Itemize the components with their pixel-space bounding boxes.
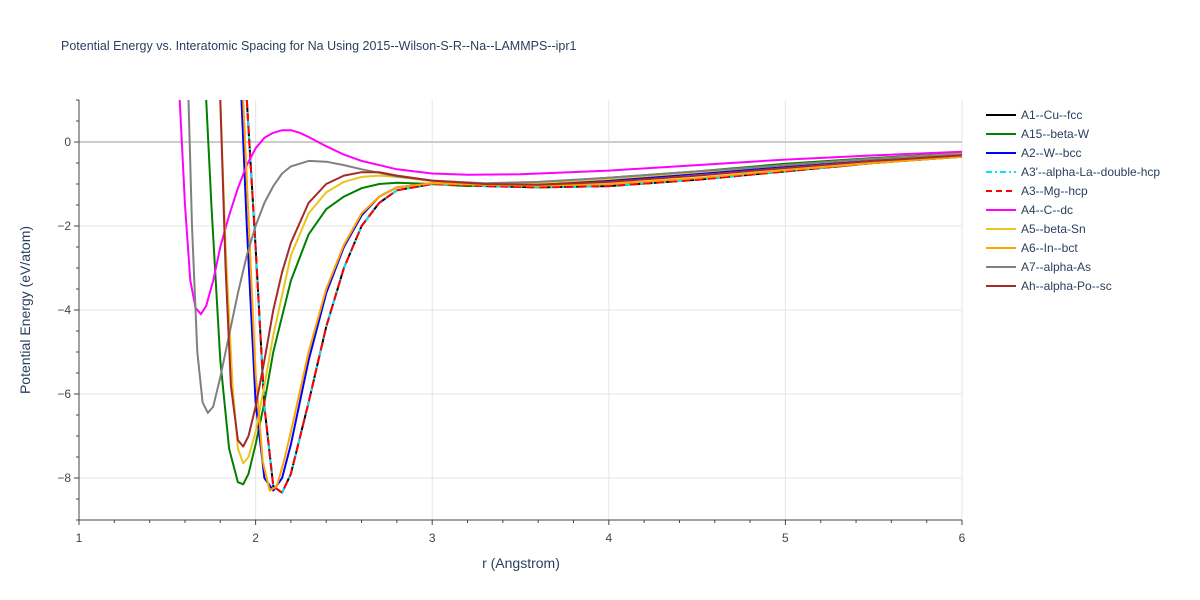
series-line-a3-mg-hcp (245, 100, 962, 494)
legend-item-label[interactable]: A3--Mg--hcp (1021, 184, 1088, 198)
y-tick-label: −2 (57, 219, 71, 233)
axes: 1 2 3 4 5 6 −8 −6 −4 −2 0 (57, 99, 966, 545)
x-tick-label: 6 (959, 531, 966, 545)
series-line-a5-beta-sn (219, 100, 962, 465)
series-line-a15-beta-w (205, 100, 962, 486)
legend: A1--Cu--fcc A15--beta-W A2--W--bcc A3'--alp… (986, 108, 1160, 293)
legend-item-label[interactable]: A4--C--dc (1021, 203, 1073, 217)
series-line-a6-in-bct (242, 100, 962, 492)
y-axis-title: Potential Energy (eV/atom) (17, 226, 33, 394)
series-line-a7-alpha-as (187, 100, 962, 414)
y-tick-label: 0 (64, 135, 71, 149)
x-tick-label: 1 (76, 531, 83, 545)
legend-item-label[interactable]: A6--In--bct (1021, 241, 1078, 255)
chart-title: Potential Energy vs. Interatomic Spacing… (61, 39, 576, 53)
plot-area (178, 100, 962, 494)
x-tick-label: 3 (429, 531, 436, 545)
x-tick-label: 5 (782, 531, 789, 545)
series-line-a4-c-dc (178, 100, 962, 316)
y-tick-label: −8 (57, 471, 71, 485)
legend-item-label[interactable]: Ah--alpha-Po--sc (1021, 279, 1112, 293)
legend-item-label[interactable]: A15--beta-W (1021, 127, 1090, 141)
legend-item-label[interactable]: A3'--alpha-La--double-hcp (1021, 165, 1160, 179)
legend-item-label[interactable]: A1--Cu--fcc (1021, 108, 1082, 122)
x-tick-label: 4 (605, 531, 612, 545)
series-line-ah-alpha-po-sc (219, 100, 962, 448)
x-tick-label: 2 (252, 531, 259, 545)
y-tick-label: −6 (57, 387, 71, 401)
legend-item-label[interactable]: A5--beta-Sn (1021, 222, 1086, 236)
legend-item-label[interactable]: A2--W--bcc (1021, 146, 1081, 160)
legend-item-label[interactable]: A7--alpha-As (1021, 260, 1091, 274)
y-tick-label: −4 (57, 303, 71, 317)
x-axis-title: r (Angstrom) (482, 555, 560, 571)
